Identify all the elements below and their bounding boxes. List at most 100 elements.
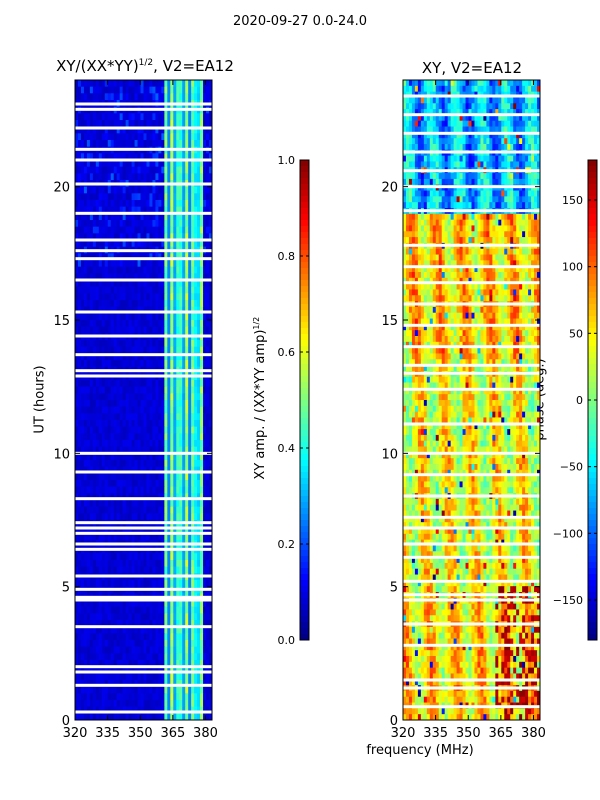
amplitude-cell [104, 126, 109, 134]
phase-cell [486, 120, 490, 127]
phase-cell [447, 97, 452, 104]
amplitude-cell [188, 466, 192, 474]
amplitude-cell [113, 266, 118, 274]
amplitude-cell [158, 653, 162, 661]
phase-cell [537, 80, 541, 87]
amplitude-cell [152, 253, 156, 261]
amplitude-cell [170, 600, 174, 608]
amplitude-cell [119, 526, 124, 534]
amplitude-cell [176, 226, 180, 234]
amplitude-cell [101, 686, 106, 694]
phase-cell [432, 109, 437, 116]
amplitude-cell [95, 580, 100, 588]
amplitude-cell [119, 446, 124, 454]
amplitude-cell [164, 466, 168, 474]
amplitude-cell [86, 660, 91, 668]
amplitude-cell [191, 140, 195, 148]
amplitude-cell [173, 606, 177, 614]
amplitude-cell [173, 280, 177, 288]
amplitude-cell [107, 93, 112, 101]
amplitude-cell [75, 420, 79, 428]
amplitude-cell [140, 413, 144, 421]
amplitude-cell [170, 713, 174, 721]
amplitude-cell [173, 626, 177, 634]
amplitude-cell [182, 566, 186, 574]
amplitude-cell [203, 126, 207, 134]
amplitude-cell [182, 433, 186, 441]
amplitude-cell [86, 446, 91, 454]
amplitude-cell [164, 446, 168, 454]
amplitude-cell [179, 260, 183, 268]
amplitude-cell [116, 193, 121, 201]
amplitude-cell [101, 473, 106, 481]
amplitude-cell [176, 253, 180, 261]
amplitude-cell [143, 506, 147, 514]
amplitude-cell [104, 166, 109, 174]
amplitude-flagged-row [75, 665, 212, 669]
amplitude-cell [209, 420, 213, 428]
amplitude-cell [140, 613, 144, 621]
amplitude-cell [116, 433, 121, 441]
amplitude-cell [203, 606, 207, 614]
amplitude-cell [191, 606, 195, 614]
phase-cell [474, 97, 478, 104]
amplitude-cell [101, 560, 106, 568]
phase-cell [510, 103, 514, 110]
amplitude-cell [158, 200, 162, 208]
amplitude-cell [179, 273, 183, 281]
amplitude-cell [161, 466, 165, 474]
amplitude-cell [170, 666, 174, 674]
amplitude-cell [167, 386, 171, 394]
amplitude-cell [134, 626, 138, 634]
phase-cell [516, 109, 520, 116]
amplitude-cell [140, 126, 144, 134]
amplitude-cell [137, 193, 141, 201]
amplitude-cell [194, 433, 198, 441]
amplitude-cell [77, 640, 82, 648]
amplitude-cell [110, 460, 115, 468]
amplitude-cell [110, 353, 115, 361]
amplitude-cell [182, 673, 186, 681]
amplitude-cell [75, 413, 79, 421]
amplitude-cell [164, 140, 168, 148]
amplitude-cell [75, 500, 79, 508]
amplitude-cell [122, 513, 127, 521]
amplitude-cell [77, 580, 82, 588]
amplitude-cell [140, 120, 144, 128]
amplitude-cell [185, 286, 189, 294]
amplitude-cell [131, 80, 135, 88]
amplitude-cell [98, 300, 103, 308]
amplitude-cell [95, 126, 100, 134]
amplitude-cell [155, 300, 159, 308]
amplitude-cell [128, 713, 132, 721]
amplitude-cell [107, 420, 112, 428]
amplitude-cell [191, 506, 195, 514]
amplitude-cell [116, 473, 121, 481]
amplitude-flagged-row [75, 278, 212, 282]
amplitude-cell [77, 320, 82, 328]
amplitude-cell [137, 260, 141, 268]
amplitude-cell [116, 153, 121, 161]
amplitude-cell [116, 233, 121, 241]
amplitude-cell [137, 606, 141, 614]
amplitude-cell [182, 640, 186, 648]
amplitude-cell [185, 320, 189, 328]
amplitude-cell [200, 293, 204, 301]
amplitude-cell [209, 686, 213, 694]
amplitude-cell [206, 253, 210, 261]
amplitude-cell [203, 453, 207, 461]
amplitude-cell [122, 566, 127, 574]
amplitude-cell [185, 133, 189, 141]
phase-cell [429, 144, 434, 151]
amplitude-cell [131, 260, 135, 268]
amplitude-cell [89, 693, 94, 701]
amplitude-cell [167, 560, 171, 568]
amplitude-cell [200, 473, 204, 481]
amplitude-cell [197, 566, 201, 574]
amplitude-cell [80, 326, 85, 334]
amplitude-cell [140, 506, 144, 514]
amplitude-cell [137, 633, 141, 641]
amplitude-cell [104, 153, 109, 161]
amplitude-cell [146, 686, 150, 694]
amplitude-cell [203, 186, 207, 194]
